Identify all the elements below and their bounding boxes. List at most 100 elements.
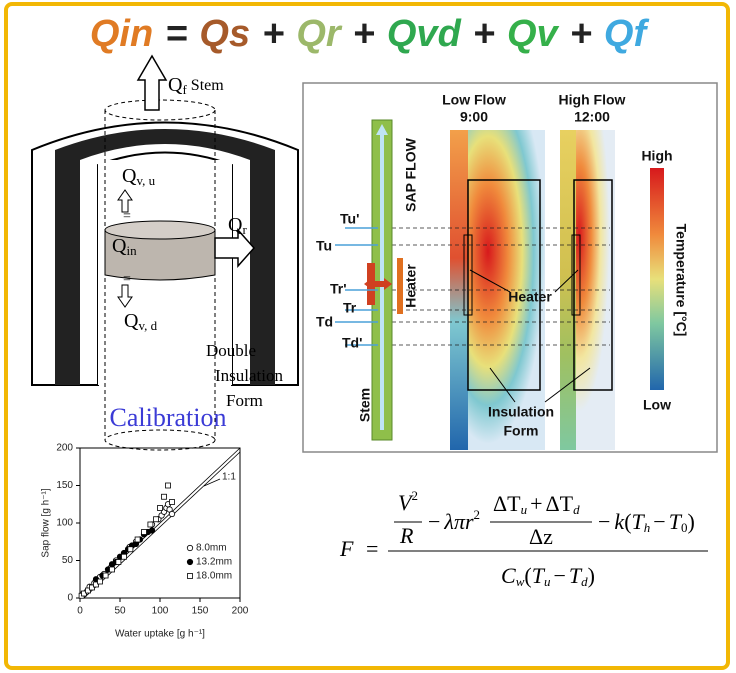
q: Q — [112, 235, 127, 257]
delta-t: ΔT — [546, 491, 574, 516]
delta-t: ΔT — [493, 491, 521, 516]
data-point — [103, 573, 108, 578]
equation-term: Qvd — [387, 13, 462, 55]
y-tick-label: 150 — [56, 480, 73, 491]
data-point — [128, 547, 133, 552]
data-point — [148, 522, 153, 527]
y-tick-label: 200 — [56, 443, 73, 454]
data-point — [169, 511, 174, 516]
exp: 2 — [474, 507, 481, 522]
sensor-label: Tu — [316, 238, 332, 254]
svg-text:=: = — [123, 209, 131, 224]
paren: ) — [687, 509, 694, 534]
sub: r — [242, 222, 247, 237]
sub: u — [521, 502, 528, 517]
equation-term: Qr — [296, 13, 343, 55]
equals: = — [366, 536, 378, 561]
equation-term: + — [262, 13, 284, 55]
equation-term: = — [165, 13, 187, 55]
x-tick-label: 200 — [232, 606, 249, 617]
c: C — [501, 563, 516, 588]
data-point — [135, 537, 140, 542]
data-point — [110, 567, 115, 572]
data-point — [158, 506, 163, 511]
equation-term: Qin — [90, 13, 153, 55]
sap-flow-label: SAP FLOW — [403, 137, 419, 211]
minus: − — [653, 509, 665, 534]
heater-label: Heater — [508, 289, 552, 305]
sensor-label: Td' — [342, 335, 362, 351]
paren: ) — [588, 563, 595, 588]
y-tick-label: 100 — [56, 518, 73, 529]
sub: f — [182, 82, 187, 97]
column-time: 12:00 — [574, 109, 610, 125]
scale-high: High — [641, 148, 672, 164]
equation-term: + — [353, 13, 375, 55]
legend-marker — [187, 545, 192, 550]
delta-sum: ΔTu+ΔTd — [493, 491, 580, 517]
lambda-pi-r: λπr — [443, 509, 474, 534]
scale-low: Low — [643, 397, 671, 413]
insulation-label: Insulation — [488, 404, 554, 420]
minus: − — [553, 563, 565, 588]
legend-label: 18.0mm — [196, 571, 232, 582]
equation-term: Qv — [507, 13, 560, 55]
legend-marker — [188, 574, 193, 579]
stem-label: Stem — [191, 77, 224, 94]
f: F — [339, 536, 354, 561]
legend-marker — [187, 559, 192, 564]
legend-label: 8.0mm — [196, 543, 227, 554]
paren: ( — [524, 563, 531, 588]
data-point — [116, 560, 121, 565]
x-tick-label: 0 — [77, 606, 83, 617]
thermal-panel: Low Flow 9:00 High Flow 12:00 High Low T… — [303, 83, 717, 452]
minus: − — [428, 509, 440, 534]
stem-label: Stem — [357, 388, 373, 422]
sub: d — [573, 502, 580, 517]
y-axis-label: Sap flow [g h⁻¹] — [41, 488, 52, 557]
q: Q — [168, 74, 183, 96]
y-tick-label: 0 — [67, 593, 73, 604]
insulation-label: Form — [504, 423, 539, 439]
q: Q — [122, 165, 137, 187]
data-point — [170, 500, 175, 505]
data-point — [154, 517, 159, 522]
scale-title: Temperature [°C] — [673, 224, 689, 337]
r: R — [399, 523, 414, 548]
column-time: 9:00 — [460, 109, 488, 125]
svg-text:=: = — [123, 272, 131, 287]
x-tick-label: 50 — [114, 606, 126, 617]
y-tick-label: 50 — [62, 555, 74, 566]
sensor-label: Tr' — [330, 281, 347, 297]
q: Q — [124, 310, 139, 332]
sensor-label: Tr — [343, 300, 357, 316]
data-point — [142, 530, 147, 535]
sub: in — [126, 243, 137, 258]
equation-term: Qf — [604, 13, 650, 55]
x-tick-label: 150 — [192, 606, 209, 617]
equation-term: + — [473, 13, 495, 55]
heater-label: Heater — [403, 264, 419, 308]
data-point — [122, 554, 127, 559]
column-title: High Flow — [559, 92, 626, 108]
exp: 2 — [411, 488, 418, 503]
qf-label: Qf Stem — [168, 74, 224, 97]
data-point — [162, 494, 167, 499]
insulation-label: Insulation — [215, 366, 283, 385]
data-point — [166, 483, 171, 488]
equation-term: + — [570, 13, 592, 55]
paren: ( — [624, 509, 631, 534]
minus: − — [598, 509, 610, 534]
sensor-label: Tu' — [340, 211, 359, 227]
calibration-title: Calibration — [110, 403, 227, 432]
sub: w — [516, 574, 525, 589]
equation-term: Qs — [199, 13, 250, 55]
delta-z: Δz — [529, 524, 553, 549]
lambda-term: −λπr2 — [428, 507, 480, 534]
sub: v, d — [138, 318, 157, 333]
data-point — [98, 579, 103, 584]
poster: Qin=Qs+Qr+Qvd+Qv+Qf = = QfStem Qv, u Qin… — [0, 0, 736, 673]
annotation: 1:1 — [222, 472, 236, 483]
data-point — [149, 528, 154, 533]
column-title: Low Flow — [442, 92, 506, 108]
